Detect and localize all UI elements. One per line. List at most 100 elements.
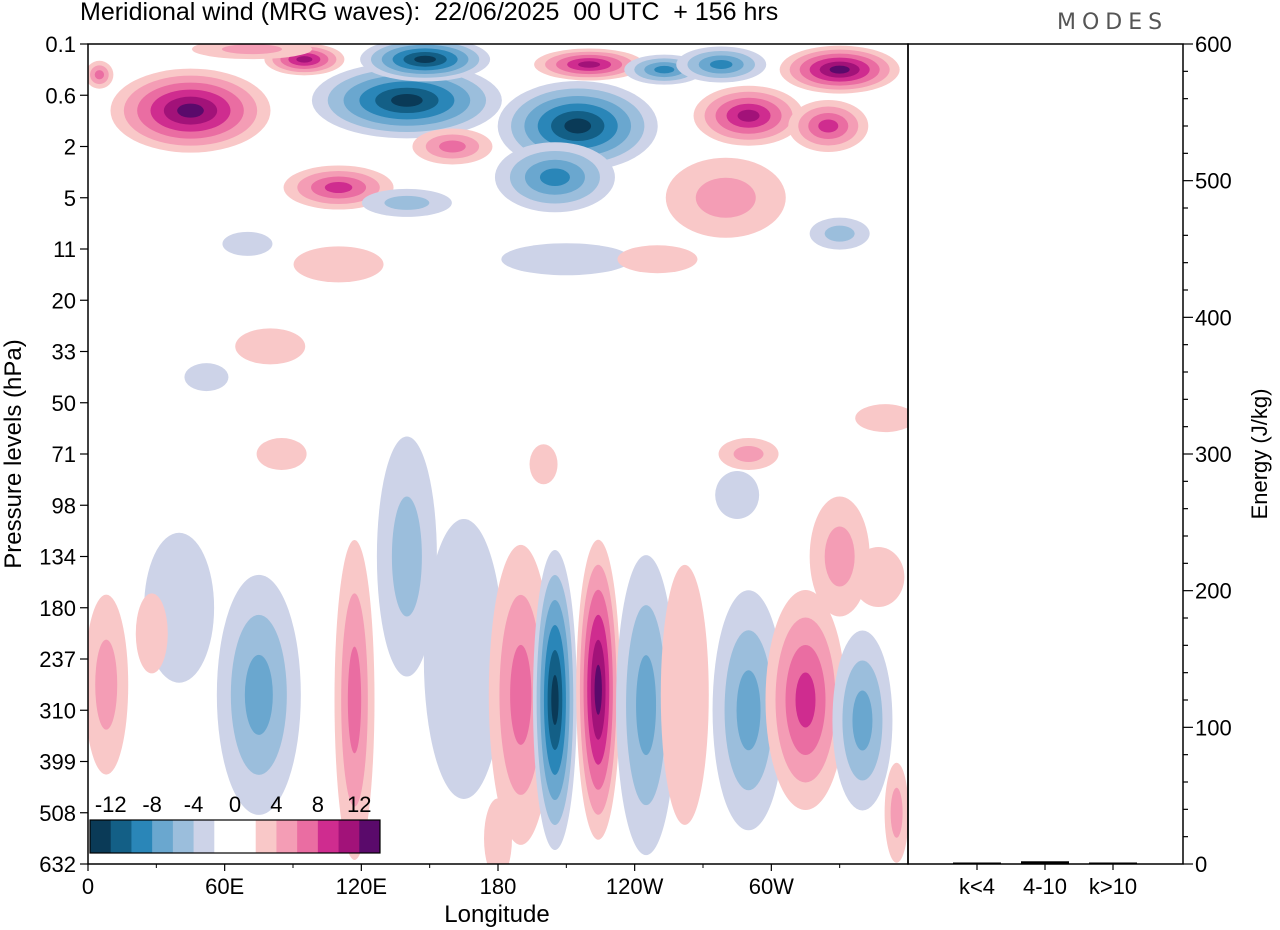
colorbar-swatch: [131, 820, 153, 853]
positive-anomaly: [733, 446, 764, 462]
positive-anomaly: [529, 444, 558, 485]
positive-anomaly: [347, 646, 362, 754]
energy-tick-label: 500: [1195, 169, 1232, 194]
energy-bar: [1089, 862, 1137, 864]
colorbar-label: 8: [312, 792, 324, 817]
negative-anomaly: [709, 60, 733, 69]
negative-anomaly: [391, 496, 422, 617]
colorbar: -12 -8 -4 0 4 8 12: [89, 792, 381, 854]
colorbar-swatch: [172, 820, 195, 853]
negative-anomaly: [551, 675, 559, 725]
negative-anomaly: [222, 231, 273, 256]
energy-category-label: 4-10: [1023, 874, 1067, 899]
x-tick-label: 180: [480, 874, 517, 899]
y-axis-label: Pressure levels (hPa): [0, 339, 27, 568]
colorbar-swatch: [214, 820, 236, 853]
y-tick-label: 33: [52, 340, 76, 365]
positive-anomaly: [222, 44, 282, 55]
positive-anomaly: [94, 70, 105, 80]
wind-field: [88, 44, 908, 864]
negative-anomaly: [636, 655, 657, 756]
positive-anomaly: [818, 119, 839, 133]
energy-axis: 0 100 200 300 400 500 600: [1183, 32, 1232, 877]
colorbar-swatch: [276, 820, 298, 853]
positive-anomaly: [890, 787, 903, 838]
x-tick-label: 120W: [606, 874, 664, 899]
colorbar-swatch: [317, 820, 340, 853]
positive-anomaly: [852, 547, 905, 607]
colorbar-swatch: [338, 820, 360, 853]
colorbar-swatch: [110, 820, 132, 853]
energy-tick-label: 600: [1195, 32, 1232, 57]
chart-title: Meridional wind (MRG waves): 22/06/2025 …: [80, 0, 779, 26]
energy-tick-label: 0: [1195, 852, 1207, 877]
energy-category-label: k<4: [959, 874, 995, 899]
positive-anomaly: [439, 140, 466, 153]
energy-tick-label: 300: [1195, 442, 1232, 467]
y-tick-label: 0.6: [45, 83, 76, 108]
positive-anomaly: [293, 246, 384, 283]
negative-anomaly: [384, 195, 430, 210]
y-tick-label: 632: [39, 852, 76, 877]
y-tick-label: 20: [52, 288, 76, 313]
positive-anomaly: [578, 61, 601, 68]
energy-bar: [953, 862, 1001, 864]
x-tick-label: 60E: [205, 874, 244, 899]
colorbar-swatch: [152, 820, 174, 853]
positive-anomaly: [177, 103, 204, 118]
modes-logo: MODES: [1057, 10, 1169, 35]
y-tick-label: 11: [53, 237, 76, 262]
colorbar-swatch: [235, 820, 257, 853]
positive-anomaly: [484, 798, 512, 864]
y-tick-label: 310: [39, 698, 76, 723]
negative-anomaly: [564, 118, 592, 134]
positive-anomaly: [594, 664, 602, 715]
positive-anomaly: [855, 404, 908, 433]
colorbar-swatch: [359, 820, 381, 853]
positive-anomaly: [695, 177, 756, 218]
positive-anomaly: [235, 328, 306, 365]
y-tick-label: 237: [39, 647, 76, 672]
colorbar-swatch: [255, 820, 277, 853]
y-tick-label: 508: [39, 801, 76, 826]
y-tick-label: 134: [39, 545, 76, 570]
y-tick-label: 180: [39, 596, 76, 621]
positive-anomaly: [660, 564, 709, 825]
positive-anomaly: [737, 109, 760, 122]
energy-category-label: k>10: [1089, 874, 1137, 899]
colorbar-label: -8: [142, 792, 162, 817]
colorbar-label: 0: [229, 792, 241, 817]
energy-bars: k<4 4-10 k>10: [953, 861, 1137, 899]
energy-tick-label: 400: [1195, 305, 1232, 330]
x-tick-label: 0: [82, 874, 94, 899]
negative-anomaly: [501, 243, 632, 276]
colorbar-frame: [89, 819, 381, 854]
negative-anomaly: [244, 654, 273, 735]
y-tick-label: 0.1: [45, 32, 76, 57]
negative-anomaly: [824, 225, 855, 242]
colorbar-label: 12: [347, 792, 371, 817]
y-tick-label: 2: [64, 135, 76, 160]
negative-anomaly: [423, 519, 504, 799]
positive-anomaly: [617, 245, 698, 274]
positive-anomaly: [795, 672, 816, 728]
negative-anomaly: [539, 168, 570, 186]
longitude-axis: 0 60E 120E 180 120W 60W: [82, 864, 841, 899]
positive-anomaly: [95, 639, 118, 730]
x-axis-label: Longitude: [444, 901, 549, 928]
positive-anomaly: [256, 438, 307, 470]
negative-anomaly: [414, 55, 436, 64]
energy-plot-frame: [907, 43, 1184, 865]
positive-anomaly: [324, 182, 353, 193]
y-tick-label: 50: [52, 391, 76, 416]
positive-anomaly: [135, 593, 168, 674]
energy-tick-label: 100: [1195, 715, 1232, 740]
colorbar-label: 4: [270, 792, 282, 817]
positive-anomaly: [829, 65, 850, 74]
colorbar-label: -12: [95, 792, 127, 817]
positive-anomaly: [824, 526, 855, 587]
y-tick-label: 98: [52, 493, 76, 518]
positive-anomaly: [296, 56, 313, 63]
energy-tick-label: 200: [1195, 579, 1232, 604]
